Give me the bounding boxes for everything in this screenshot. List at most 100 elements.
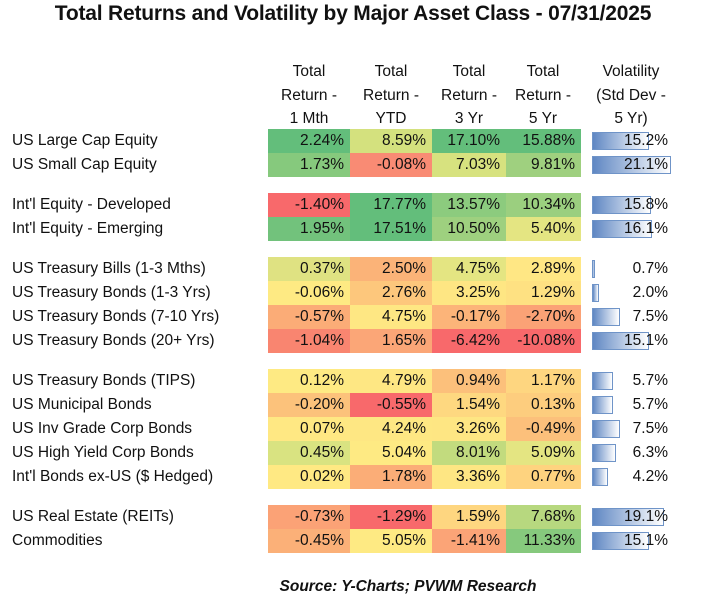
volatility-value: 21.1% bbox=[624, 156, 668, 173]
return-cell-y3: 0.94% bbox=[432, 369, 506, 393]
volatility-value: 15.8% bbox=[624, 196, 668, 213]
volatility-bar bbox=[592, 396, 614, 414]
row-label: Int'l Equity - Emerging bbox=[12, 220, 164, 237]
return-cell-ytd: -1.29% bbox=[350, 505, 432, 529]
return-cell-m1: 0.07% bbox=[268, 417, 350, 441]
return-cell-y5: -10.08% bbox=[506, 329, 581, 353]
volatility-value: 4.2% bbox=[632, 468, 668, 485]
volatility-bar bbox=[592, 260, 595, 278]
return-cell-y3: 1.59% bbox=[432, 505, 506, 529]
return-cell-y5: 9.81% bbox=[506, 153, 581, 177]
volatility-bar bbox=[592, 308, 621, 326]
row-label: US Treasury Bonds (20+ Yrs) bbox=[12, 332, 215, 349]
row-label: US Treasury Bonds (1-3 Yrs) bbox=[12, 284, 211, 301]
volatility-bar bbox=[592, 444, 616, 462]
row-label: Int'l Bonds ex-US ($ Hedged) bbox=[12, 468, 214, 485]
volatility-bar bbox=[592, 508, 664, 526]
volatility-bar bbox=[592, 372, 614, 390]
column-header-line: Total bbox=[292, 63, 326, 80]
row-label: Int'l Equity - Developed bbox=[12, 196, 171, 213]
return-cell-y3: 17.10% bbox=[432, 129, 506, 153]
volatility-value: 15.1% bbox=[624, 532, 668, 549]
return-cell-ytd: 4.79% bbox=[350, 369, 432, 393]
return-cell-m1: -1.04% bbox=[268, 329, 350, 353]
column-header-line: Total bbox=[374, 63, 408, 80]
return-cell-ytd: 4.24% bbox=[350, 417, 432, 441]
row-label: US Small Cap Equity bbox=[12, 156, 157, 173]
row-label: Commodities bbox=[12, 532, 103, 549]
return-cell-ytd: 1.78% bbox=[350, 465, 432, 489]
return-cell-m1: 1.73% bbox=[268, 153, 350, 177]
return-cell-y5: 5.09% bbox=[506, 441, 581, 465]
return-cell-ytd: 5.05% bbox=[350, 529, 432, 553]
column-header-line: Return - bbox=[515, 86, 571, 104]
return-cell-y5: -0.49% bbox=[506, 417, 581, 441]
column-header-line: Return - bbox=[363, 86, 419, 104]
volatility-value: 0.7% bbox=[632, 260, 668, 277]
volatility-bar bbox=[592, 332, 649, 350]
return-cell-y5: 5.40% bbox=[506, 217, 581, 241]
volatility-value: 15.1% bbox=[624, 332, 668, 349]
volatility-value: 5.7% bbox=[632, 396, 668, 413]
return-cell-m1: 1.95% bbox=[268, 217, 350, 241]
return-cell-y3: 4.75% bbox=[432, 257, 506, 281]
column-header-y3: Total Return - 3 Yr bbox=[419, 60, 519, 131]
return-cell-y5: 2.89% bbox=[506, 257, 581, 281]
chart-title: Total Returns and Volatility by Major As… bbox=[54, 2, 652, 25]
return-cell-y3: 3.25% bbox=[432, 281, 506, 305]
return-cell-y5: -2.70% bbox=[506, 305, 581, 329]
return-cell-y3: 13.57% bbox=[432, 193, 506, 217]
return-cell-y5: 15.88% bbox=[506, 129, 581, 153]
return-cell-y5: 10.34% bbox=[506, 193, 581, 217]
volatility-value: 19.1% bbox=[624, 508, 668, 525]
column-header-line: Return - bbox=[281, 86, 337, 104]
column-header-line: Total bbox=[452, 63, 486, 80]
column-header-line: (Std Dev - bbox=[596, 86, 666, 104]
return-cell-ytd: 17.77% bbox=[350, 193, 432, 217]
volatility-value: 6.3% bbox=[632, 444, 668, 461]
column-header-line: 5 Yr bbox=[528, 110, 558, 127]
return-cell-m1: 0.37% bbox=[268, 257, 350, 281]
row-label: US Municipal Bonds bbox=[12, 396, 152, 413]
column-header-line: 5 Yr) bbox=[614, 110, 648, 127]
return-cell-ytd: 1.65% bbox=[350, 329, 432, 353]
return-cell-y3: 3.36% bbox=[432, 465, 506, 489]
column-header-line: Volatility bbox=[602, 63, 660, 80]
return-cell-ytd: -0.55% bbox=[350, 393, 432, 417]
volatility-value: 7.5% bbox=[632, 308, 668, 325]
row-label: US Treasury Bills (1-3 Mths) bbox=[12, 260, 206, 277]
return-cell-y5: 0.13% bbox=[506, 393, 581, 417]
return-cell-y5: 1.29% bbox=[506, 281, 581, 305]
volatility-bar bbox=[592, 420, 621, 438]
return-cell-m1: -0.20% bbox=[268, 393, 350, 417]
column-header-line: 3 Yr bbox=[454, 110, 484, 127]
return-cell-y3: 8.01% bbox=[432, 441, 506, 465]
volatility-bar bbox=[592, 156, 671, 174]
row-label: US Treasury Bonds (7-10 Yrs) bbox=[12, 308, 220, 325]
return-cell-ytd: -0.08% bbox=[350, 153, 432, 177]
return-cell-y3: -0.17% bbox=[432, 305, 506, 329]
volatility-value: 5.7% bbox=[632, 372, 668, 389]
row-label: US High Yield Corp Bonds bbox=[12, 444, 194, 461]
column-header-vol: Volatility (Std Dev - 5 Yr) bbox=[581, 60, 681, 131]
row-label: US Real Estate (REITs) bbox=[12, 508, 174, 525]
return-cell-m1: -0.57% bbox=[268, 305, 350, 329]
row-label: US Large Cap Equity bbox=[12, 132, 158, 149]
return-cell-m1: 2.24% bbox=[268, 129, 350, 153]
return-cell-y5: 1.17% bbox=[506, 369, 581, 393]
return-cell-ytd: 5.04% bbox=[350, 441, 432, 465]
volatility-value: 15.2% bbox=[624, 132, 668, 149]
return-cell-y3: -6.42% bbox=[432, 329, 506, 353]
return-cell-ytd: 2.76% bbox=[350, 281, 432, 305]
return-cell-m1: -0.45% bbox=[268, 529, 350, 553]
return-cell-ytd: 2.50% bbox=[350, 257, 432, 281]
volatility-bar bbox=[592, 196, 652, 214]
column-header-line: Return - bbox=[441, 86, 497, 104]
return-cell-ytd: 4.75% bbox=[350, 305, 432, 329]
return-cell-y3: 10.50% bbox=[432, 217, 506, 241]
volatility-value: 7.5% bbox=[632, 420, 668, 437]
volatility-bar bbox=[592, 220, 653, 238]
return-cell-m1: -1.40% bbox=[268, 193, 350, 217]
column-header-y5: Total Return - 5 Yr bbox=[493, 60, 593, 131]
volatility-bar bbox=[592, 532, 649, 550]
